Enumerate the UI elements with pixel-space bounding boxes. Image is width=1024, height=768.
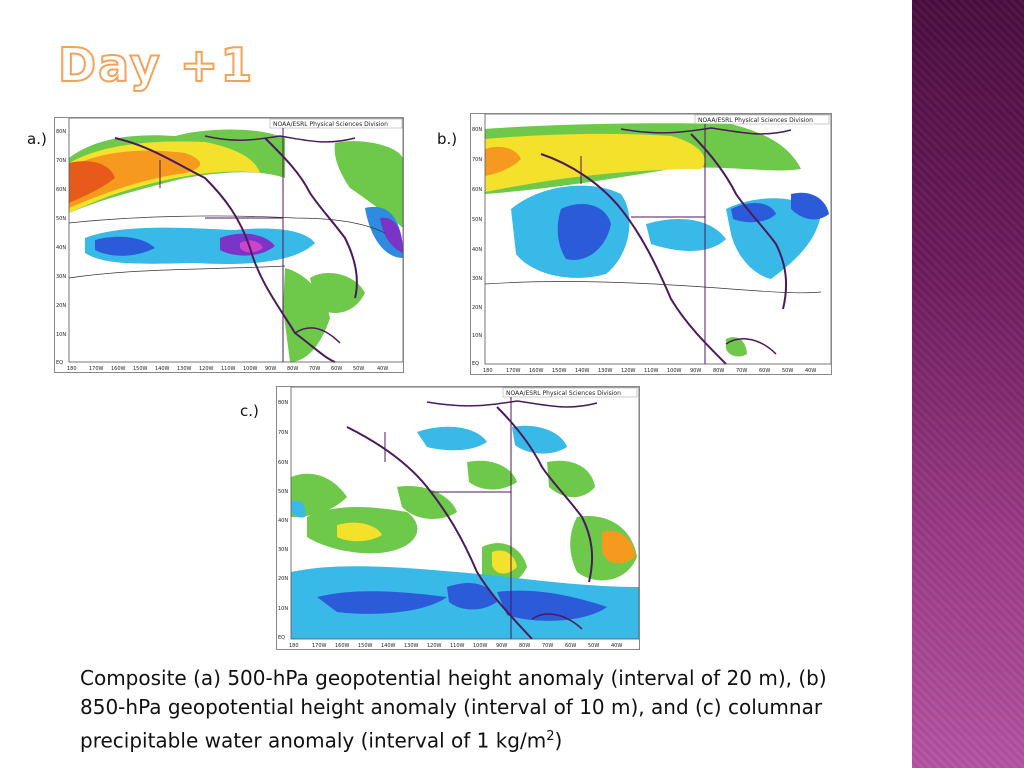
svg-text:150W: 150W: [552, 368, 567, 374]
svg-text:60N: 60N: [278, 460, 288, 466]
panel-a-label: a.): [27, 130, 47, 148]
svg-text:EQ: EQ: [278, 635, 285, 641]
map-b-graphic: NOAA/ESRL Physical Sciences Division 80N…: [472, 114, 831, 374]
svg-text:180: 180: [289, 643, 299, 649]
svg-text:100W: 100W: [473, 643, 488, 649]
caption-text: Composite (a) 500-hPa geopotential heigh…: [80, 666, 827, 753]
svg-text:180: 180: [67, 366, 77, 372]
svg-text:EQ: EQ: [56, 360, 63, 366]
svg-text:100W: 100W: [667, 368, 682, 374]
svg-text:70W: 70W: [542, 643, 553, 649]
caption-superscript: 2: [546, 729, 555, 744]
decorative-side-band: [912, 0, 1024, 768]
svg-text:150W: 150W: [358, 643, 373, 649]
map-c-graphic: NOAA/ESRL Physical Sciences Division 80N…: [278, 387, 639, 649]
svg-text:90W: 90W: [496, 643, 507, 649]
panel-c-map: NOAA/ESRL Physical Sciences Division 80N…: [276, 386, 640, 650]
svg-text:80N: 80N: [472, 127, 482, 133]
svg-text:120W: 120W: [621, 368, 636, 374]
svg-text:140W: 140W: [575, 368, 590, 374]
svg-text:180: 180: [483, 368, 493, 374]
svg-text:170W: 170W: [89, 366, 104, 372]
svg-text:110W: 110W: [450, 643, 465, 649]
svg-text:80W: 80W: [519, 643, 530, 649]
svg-text:EQ: EQ: [472, 361, 479, 367]
svg-text:140W: 140W: [381, 643, 396, 649]
svg-text:80W: 80W: [287, 366, 298, 372]
svg-text:30N: 30N: [56, 274, 66, 280]
svg-text:60W: 60W: [331, 366, 342, 372]
svg-text:60N: 60N: [472, 187, 482, 193]
panel-a-credit: NOAA/ESRL Physical Sciences Division: [273, 121, 388, 128]
panel-c-label: c.): [240, 402, 259, 420]
svg-text:40N: 40N: [56, 245, 66, 251]
svg-text:70N: 70N: [472, 157, 482, 163]
svg-text:60N: 60N: [56, 187, 66, 193]
panel-b-label: b.): [437, 130, 458, 148]
svg-text:70N: 70N: [278, 430, 288, 436]
svg-text:50N: 50N: [278, 489, 288, 495]
svg-text:80W: 80W: [713, 368, 724, 374]
svg-text:120W: 120W: [427, 643, 442, 649]
svg-text:50W: 50W: [353, 366, 364, 372]
svg-text:50N: 50N: [472, 217, 482, 223]
panel-a-map: NOAA/ESRL Physical Sciences Division 80N…: [54, 117, 404, 373]
svg-text:40W: 40W: [611, 643, 622, 649]
svg-text:90W: 90W: [690, 368, 701, 374]
svg-text:130W: 130W: [598, 368, 613, 374]
svg-text:140W: 140W: [155, 366, 170, 372]
svg-text:80N: 80N: [56, 129, 66, 135]
svg-text:100W: 100W: [243, 366, 258, 372]
svg-text:20N: 20N: [278, 576, 288, 582]
svg-text:10N: 10N: [56, 332, 66, 338]
svg-text:130W: 130W: [404, 643, 419, 649]
svg-text:110W: 110W: [221, 366, 236, 372]
svg-text:40N: 40N: [278, 518, 288, 524]
svg-text:40W: 40W: [805, 368, 816, 374]
svg-text:90W: 90W: [265, 366, 276, 372]
svg-text:110W: 110W: [644, 368, 659, 374]
svg-text:160W: 160W: [529, 368, 544, 374]
svg-text:120W: 120W: [199, 366, 214, 372]
caption-end: ): [554, 728, 563, 753]
svg-text:60W: 60W: [759, 368, 770, 374]
figure-caption: Composite (a) 500-hPa geopotential heigh…: [80, 664, 870, 756]
svg-text:30N: 30N: [472, 276, 482, 282]
panel-b-map: NOAA/ESRL Physical Sciences Division 80N…: [470, 113, 832, 375]
svg-text:50W: 50W: [588, 643, 599, 649]
svg-text:50N: 50N: [56, 216, 66, 222]
svg-text:40W: 40W: [377, 366, 388, 372]
svg-text:170W: 170W: [506, 368, 521, 374]
svg-text:80N: 80N: [278, 400, 288, 406]
svg-text:40N: 40N: [472, 247, 482, 253]
svg-text:60W: 60W: [565, 643, 576, 649]
svg-text:10N: 10N: [278, 606, 288, 612]
svg-text:50W: 50W: [782, 368, 793, 374]
svg-text:160W: 160W: [335, 643, 350, 649]
map-a-graphic: NOAA/ESRL Physical Sciences Division 80N…: [56, 118, 403, 372]
svg-text:130W: 130W: [177, 366, 192, 372]
slide-title: Day +1: [57, 37, 255, 93]
svg-text:170W: 170W: [312, 643, 327, 649]
panel-c-credit: NOAA/ESRL Physical Sciences Division: [506, 390, 621, 397]
svg-text:20N: 20N: [56, 303, 66, 309]
svg-text:20N: 20N: [472, 305, 482, 311]
svg-text:10N: 10N: [472, 333, 482, 339]
svg-text:150W: 150W: [133, 366, 148, 372]
svg-text:160W: 160W: [111, 366, 126, 372]
panel-b-credit: NOAA/ESRL Physical Sciences Division: [698, 117, 813, 124]
svg-text:70N: 70N: [56, 158, 66, 164]
svg-text:70W: 70W: [309, 366, 320, 372]
svg-text:70W: 70W: [736, 368, 747, 374]
svg-text:30N: 30N: [278, 547, 288, 553]
